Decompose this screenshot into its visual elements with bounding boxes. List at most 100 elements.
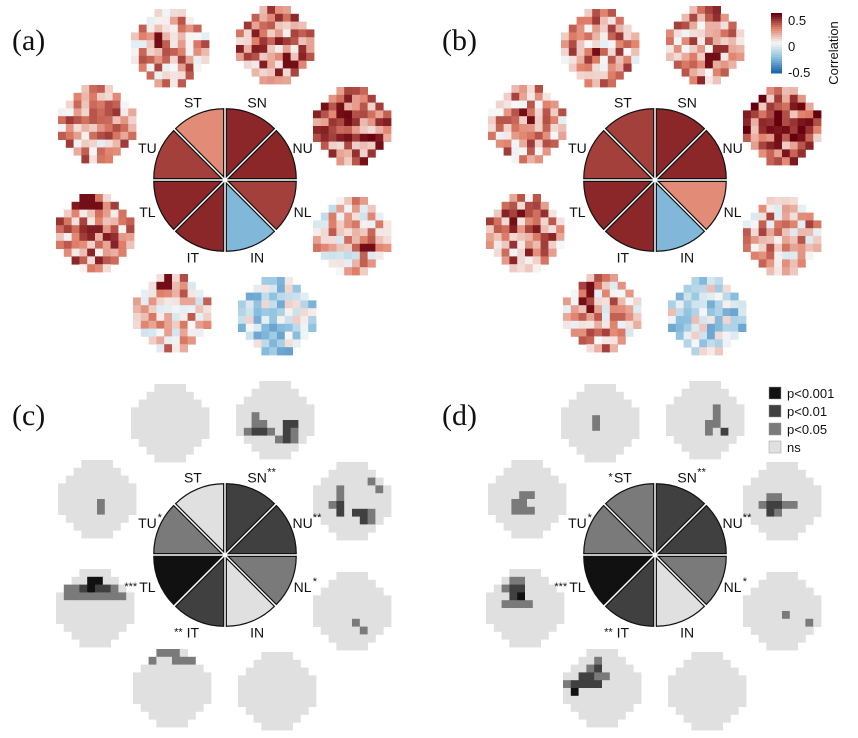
heatmap-pixel — [298, 21, 307, 30]
heatmap-pixel — [623, 32, 632, 41]
heatmap-pixel — [766, 611, 775, 620]
heatmap-pixel — [81, 499, 90, 508]
heatmap-pixel — [789, 157, 798, 166]
heatmap-pixel — [540, 225, 549, 234]
heatmap-pixel — [110, 248, 119, 257]
heatmap-pixel — [267, 68, 276, 77]
heatmap-pixel — [320, 626, 329, 635]
heatmap-pixel — [261, 675, 270, 684]
heatmap-pixel — [140, 703, 149, 712]
heatmap-pixel — [503, 499, 512, 508]
heatmap-pixel — [148, 695, 157, 704]
heatmap-tu — [488, 85, 567, 164]
pie-sector-nl — [226, 180, 297, 231]
heatmap-pixel — [697, 443, 706, 452]
heatmap-pixel — [146, 446, 155, 455]
heatmap-pixel — [179, 656, 188, 665]
heatmap-pixel — [617, 680, 626, 689]
heatmap-pixel — [532, 248, 541, 257]
heatmap-pixel — [561, 48, 570, 57]
heatmap-pixel — [313, 118, 322, 127]
heatmap-pixel — [344, 477, 353, 486]
heatmap-pixel — [267, 21, 276, 30]
heatmap-tu — [58, 85, 137, 164]
heatmap-pixel — [359, 524, 368, 533]
heatmap-pixel — [576, 415, 585, 424]
heatmap-pixel — [750, 243, 759, 252]
heatmap-pixel — [683, 675, 692, 684]
heatmap-pixel — [238, 300, 247, 309]
heatmap-pixel — [65, 499, 74, 508]
heatmap-pixel — [97, 139, 106, 148]
heatmap-pixel — [488, 483, 497, 492]
heatmap-pixel — [730, 667, 739, 676]
heatmap-pixel — [720, 68, 729, 77]
heatmap-pixel — [359, 157, 368, 166]
heatmap-pixel — [336, 157, 345, 166]
heatmap-pixel — [251, 45, 260, 54]
heatmap-pixel — [367, 102, 376, 111]
heatmap-pixel — [548, 615, 557, 624]
heatmap-pixel — [284, 683, 293, 692]
heatmap-pixel — [179, 672, 188, 681]
heatmap-pixel — [292, 292, 301, 301]
heatmap-pixel — [550, 124, 559, 133]
heatmap-pixel — [570, 664, 579, 673]
heatmap-pixel — [367, 204, 376, 213]
heatmap-pixel — [683, 292, 692, 301]
heatmap-pixel — [766, 87, 775, 96]
pie-sector-st — [174, 108, 225, 179]
heatmap-pixel — [187, 313, 196, 322]
heatmap-pixel — [617, 672, 626, 681]
heatmap-pixel — [586, 320, 595, 329]
significance-star: ** — [174, 627, 183, 639]
heatmap-pixel — [592, 415, 601, 424]
heatmap-pixel — [170, 24, 179, 33]
heatmap-pixel — [511, 124, 520, 133]
heatmap-pixel — [352, 118, 361, 127]
heatmap-pixel — [782, 618, 791, 627]
heatmap-pixel — [592, 438, 601, 447]
heatmap-pixel — [172, 703, 181, 712]
heatmap-pixel — [509, 608, 518, 617]
heatmap-pixel — [73, 108, 82, 117]
heatmap-pixel — [486, 592, 495, 601]
heatmap-pixel — [683, 698, 692, 707]
heatmap-pixel — [282, 451, 291, 460]
heatmap-pixel — [313, 485, 322, 494]
heatmap-pixel — [97, 100, 106, 109]
heatmap-pixel — [509, 600, 518, 609]
heatmap-pixel — [275, 52, 284, 61]
heatmap-pixel — [367, 469, 376, 478]
heatmap-pixel — [712, 443, 721, 452]
heatmap-pixel — [607, 446, 616, 455]
heatmap-pixel — [367, 493, 376, 502]
heatmap-pixel — [164, 344, 173, 353]
heatmap-pixel — [275, 381, 284, 390]
heatmap-pixel — [87, 639, 96, 648]
heatmap-pixel — [789, 572, 798, 581]
heatmap-pixel — [187, 664, 196, 673]
heatmap-pixel — [675, 331, 684, 340]
heatmap-pixel — [570, 672, 579, 681]
heatmap-pixel — [352, 532, 361, 541]
heatmap-pixel — [720, 21, 729, 30]
heatmap-pixel — [104, 460, 113, 469]
heatmap-pixel — [789, 259, 798, 268]
heatmap-pixel — [550, 483, 559, 492]
heatmap-pixel — [170, 423, 179, 432]
heatmap-pixel — [164, 305, 173, 314]
colorbar-segment — [771, 49, 782, 52]
heatmap-pixel — [673, 396, 682, 405]
heatmap-pixel — [89, 108, 98, 117]
heatmap-pixel — [681, 412, 690, 421]
heatmap-pixel — [352, 149, 361, 158]
heatmap-pixel — [797, 133, 806, 142]
heatmap-pixel — [328, 259, 337, 268]
heatmap-pixel — [201, 55, 210, 64]
heatmap-pixel — [509, 248, 518, 257]
heatmap-pixel — [328, 149, 337, 158]
pie-sector-nu — [656, 129, 727, 180]
heatmap-pixel — [550, 514, 559, 523]
